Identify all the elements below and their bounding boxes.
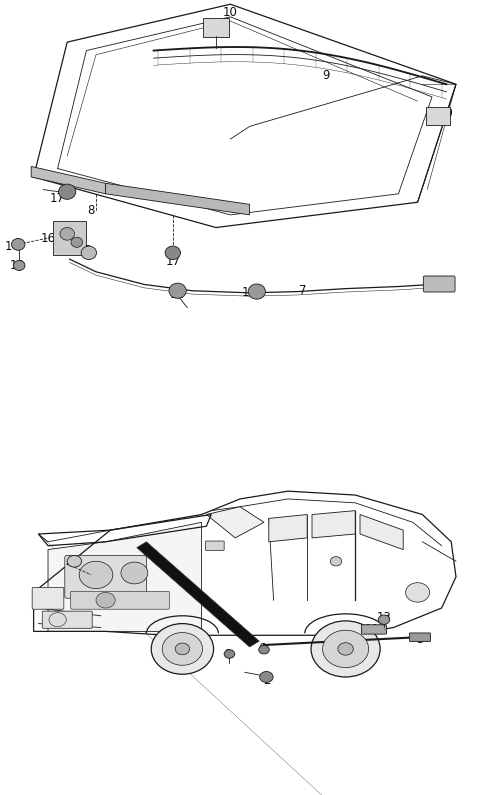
Circle shape bbox=[260, 672, 273, 682]
FancyBboxPatch shape bbox=[426, 107, 450, 125]
FancyBboxPatch shape bbox=[71, 591, 169, 609]
Polygon shape bbox=[48, 522, 202, 631]
Text: 13: 13 bbox=[377, 611, 391, 624]
Text: 4: 4 bbox=[66, 556, 73, 570]
FancyBboxPatch shape bbox=[65, 556, 146, 599]
Circle shape bbox=[81, 246, 96, 259]
Text: 19: 19 bbox=[439, 107, 454, 120]
Text: 18: 18 bbox=[10, 259, 24, 272]
Circle shape bbox=[67, 556, 82, 567]
Polygon shape bbox=[360, 514, 403, 549]
FancyBboxPatch shape bbox=[32, 588, 64, 609]
Circle shape bbox=[79, 561, 113, 588]
Text: 5: 5 bbox=[83, 244, 90, 258]
Text: 8: 8 bbox=[87, 204, 95, 217]
Circle shape bbox=[224, 650, 235, 658]
Circle shape bbox=[338, 642, 353, 655]
FancyBboxPatch shape bbox=[361, 625, 386, 634]
FancyBboxPatch shape bbox=[409, 633, 431, 642]
Circle shape bbox=[12, 238, 25, 250]
Text: 1: 1 bbox=[224, 648, 232, 661]
Polygon shape bbox=[312, 510, 355, 538]
Circle shape bbox=[165, 246, 180, 259]
Circle shape bbox=[60, 227, 74, 240]
Circle shape bbox=[169, 283, 186, 298]
Text: 10: 10 bbox=[223, 6, 238, 19]
Polygon shape bbox=[53, 221, 86, 255]
Polygon shape bbox=[137, 542, 259, 647]
Circle shape bbox=[406, 583, 430, 602]
Circle shape bbox=[259, 646, 269, 654]
Circle shape bbox=[378, 615, 390, 624]
Circle shape bbox=[248, 284, 265, 299]
Circle shape bbox=[49, 613, 66, 626]
Circle shape bbox=[121, 562, 148, 584]
Text: 11: 11 bbox=[364, 623, 380, 636]
Text: 3: 3 bbox=[416, 633, 424, 646]
Circle shape bbox=[151, 623, 214, 674]
Polygon shape bbox=[206, 506, 264, 538]
FancyBboxPatch shape bbox=[423, 276, 455, 292]
FancyBboxPatch shape bbox=[205, 541, 224, 550]
Text: 17: 17 bbox=[165, 254, 180, 268]
Text: 16: 16 bbox=[40, 231, 56, 245]
Circle shape bbox=[330, 556, 342, 566]
Circle shape bbox=[71, 237, 83, 247]
Text: 2: 2 bbox=[263, 673, 270, 687]
Circle shape bbox=[323, 630, 369, 668]
Text: 7: 7 bbox=[299, 285, 306, 297]
Circle shape bbox=[13, 261, 25, 270]
Text: 17: 17 bbox=[50, 192, 65, 204]
Text: 12: 12 bbox=[170, 289, 185, 301]
Polygon shape bbox=[269, 514, 307, 542]
Circle shape bbox=[311, 621, 380, 677]
Circle shape bbox=[162, 633, 203, 665]
Circle shape bbox=[96, 592, 115, 608]
Polygon shape bbox=[31, 166, 106, 194]
Text: 9: 9 bbox=[323, 69, 330, 83]
Text: 14: 14 bbox=[4, 240, 20, 253]
Text: 15: 15 bbox=[242, 286, 257, 300]
Text: 6: 6 bbox=[258, 642, 265, 655]
Polygon shape bbox=[106, 184, 250, 215]
FancyBboxPatch shape bbox=[42, 611, 92, 628]
FancyBboxPatch shape bbox=[203, 18, 229, 37]
Circle shape bbox=[59, 184, 76, 200]
Circle shape bbox=[175, 643, 190, 655]
